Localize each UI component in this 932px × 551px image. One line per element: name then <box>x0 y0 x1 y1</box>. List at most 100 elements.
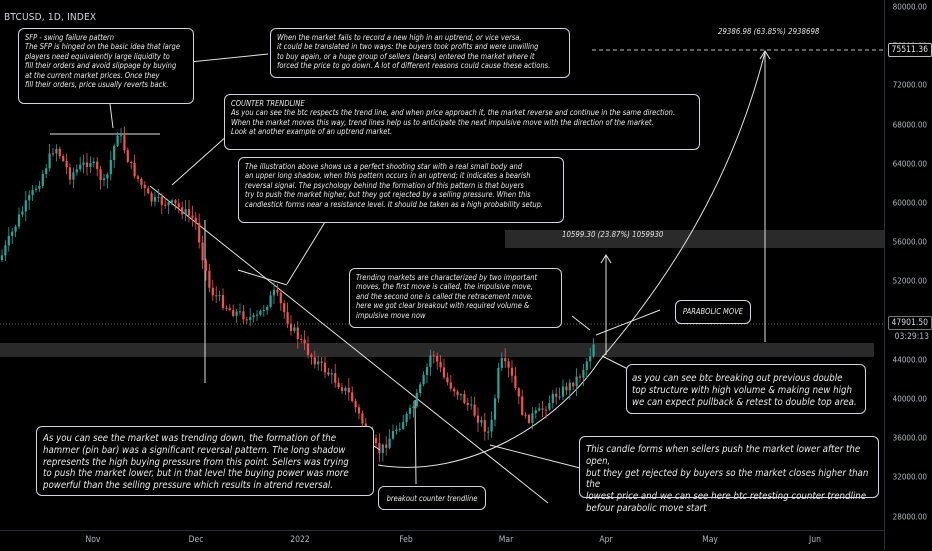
candle-body <box>286 312 289 324</box>
candle-body <box>208 270 211 288</box>
price-tick: 72000.00 <box>892 80 927 90</box>
candle-body <box>232 310 235 316</box>
candle-body <box>422 374 425 385</box>
candle-body <box>116 135 119 146</box>
time-label: May <box>702 535 718 545</box>
candle-body <box>79 164 82 170</box>
candle-body <box>140 178 143 185</box>
candle-body <box>296 327 299 339</box>
candle-body <box>4 245 7 256</box>
note-parabolic-move: PARABOLIC MOVE <box>675 300 751 324</box>
candle-body <box>306 343 310 355</box>
candle-body <box>119 135 123 137</box>
candle-body <box>11 231 14 236</box>
candle-body <box>174 200 177 204</box>
candle-body <box>266 306 269 311</box>
time-label: Apr <box>599 535 613 545</box>
candle-body <box>187 209 191 216</box>
candle-body <box>572 382 575 387</box>
candle-body <box>354 401 357 408</box>
price-tick: 36000.00 <box>892 433 927 443</box>
candle-body <box>99 169 102 181</box>
note-counter-trendline: COUNTER TRENDLINE As you can see the btc… <box>224 94 700 150</box>
candle-body <box>204 260 208 271</box>
symbol-title: BTCUSD, 1D, INDEX <box>4 12 97 23</box>
candle-body <box>58 148 61 157</box>
candle-body <box>351 392 354 402</box>
candle-body <box>235 311 238 316</box>
candle-body <box>548 403 551 410</box>
candle-body <box>300 338 303 340</box>
candle-body <box>429 355 432 367</box>
time-label: Dec <box>188 535 204 545</box>
candle-body <box>7 235 10 246</box>
candlestick-chart[interactable] <box>0 0 884 530</box>
candle-body <box>228 308 231 311</box>
candle-body <box>415 392 418 407</box>
candle-body <box>147 188 150 194</box>
note-shooting-star: The illustration above shows us a perfec… <box>238 157 564 223</box>
candle-body <box>442 367 446 378</box>
candle-body <box>425 366 429 375</box>
candle-body <box>143 184 146 189</box>
candle-body <box>106 174 109 179</box>
candle-body <box>109 160 112 175</box>
note-trending-markets: Trending markets are characterized by tw… <box>349 268 562 328</box>
candle-body <box>17 214 21 227</box>
price-tick: 40000.00 <box>892 394 927 404</box>
candle-body <box>14 226 17 232</box>
price-tick: 64000.00 <box>892 159 927 169</box>
candle-body <box>524 414 527 416</box>
price-tick: 52000.00 <box>892 276 927 286</box>
candle-body <box>21 211 24 215</box>
candle-body <box>456 391 459 396</box>
candles-group <box>0 126 595 462</box>
resistance-zone <box>505 230 884 248</box>
time-axis[interactable]: Nov Dec 2022 Feb Mar Apr May Jun <box>0 530 884 551</box>
current-price-label: 47901.50 <box>887 316 932 330</box>
candle-body <box>133 162 136 177</box>
note-sfp: SFP - swing failure pattern The SFP is h… <box>18 28 194 104</box>
candle-body <box>582 369 585 378</box>
candle-body <box>388 438 391 448</box>
candle-body <box>150 193 153 202</box>
support-zone <box>0 343 874 357</box>
candle-body <box>252 315 255 318</box>
candle-body <box>473 404 476 416</box>
candle-body <box>334 373 337 383</box>
candle-body <box>272 289 276 296</box>
note-breakout-trendline: breakout counter trendline <box>378 486 486 510</box>
candle-body <box>514 375 517 389</box>
candle-body <box>211 287 214 296</box>
candle-body <box>436 355 439 362</box>
time-label: Feb <box>399 535 413 545</box>
candle-body <box>446 377 449 383</box>
candle-body <box>558 396 561 398</box>
price-tick: 32000.00 <box>892 472 927 482</box>
candle-body <box>310 354 313 358</box>
candle-body <box>55 148 58 154</box>
candle-body <box>245 319 248 321</box>
candle-body <box>289 323 293 331</box>
price-tick: 60000.00 <box>892 198 927 208</box>
candle-body <box>395 429 398 432</box>
candle-body <box>92 161 95 164</box>
measurement-top: 29386.98 (63.85%) 2938698 <box>718 27 820 36</box>
candle-body <box>517 388 520 397</box>
measure-arrow-mid-head <box>600 254 612 264</box>
price-tick: 28000.00 <box>892 512 927 522</box>
candle-body <box>327 372 330 375</box>
candle-body <box>164 204 167 206</box>
price-axis[interactable]: 80000.0076000.0072000.0068000.0064000.00… <box>884 0 932 550</box>
candle-body <box>225 307 228 309</box>
candle-body <box>507 361 510 368</box>
candle-body <box>177 203 180 208</box>
candle-body <box>497 367 500 399</box>
candle-body <box>262 310 265 312</box>
candle-body <box>391 431 395 439</box>
candle-body <box>221 295 225 308</box>
candle-body <box>28 195 31 201</box>
candle-body <box>504 358 507 362</box>
chart-area[interactable]: BTCUSD, 1D, INDEX SFP - swing failure pa… <box>0 0 884 530</box>
candle-body <box>283 303 286 313</box>
